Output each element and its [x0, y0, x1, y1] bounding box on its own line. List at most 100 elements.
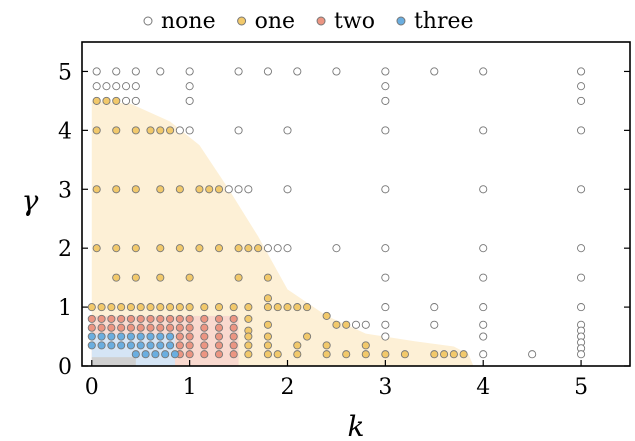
point-none: [234, 185, 243, 194]
point-none: [479, 126, 488, 135]
x-tick-label: 5: [574, 375, 588, 400]
point-two: [175, 314, 184, 323]
point-one: [381, 350, 390, 359]
point-one: [205, 185, 214, 194]
point-one: [244, 332, 253, 341]
point-two: [200, 350, 209, 359]
point-two: [185, 341, 194, 350]
point-two: [175, 332, 184, 341]
point-one: [156, 126, 165, 135]
point-one: [166, 126, 175, 135]
point-none: [381, 244, 390, 253]
plot-frame: [81, 41, 631, 367]
point-one: [131, 244, 140, 253]
point-three: [146, 332, 155, 341]
point-one: [440, 350, 449, 359]
point-two: [214, 323, 224, 332]
point-one: [156, 244, 165, 253]
point-two: [214, 350, 224, 359]
point-none: [577, 244, 586, 253]
point-none: [577, 185, 586, 194]
point-none: [381, 273, 390, 282]
y-tick-label: 4: [58, 119, 72, 144]
point-one: [136, 303, 145, 312]
point-two: [229, 323, 238, 332]
point-none: [381, 67, 390, 76]
point-two: [200, 323, 209, 332]
point-one: [195, 244, 204, 253]
point-one: [112, 244, 121, 253]
point-three: [107, 341, 116, 350]
x-tick-label: 3: [378, 375, 392, 400]
point-none: [381, 126, 390, 135]
point-none: [381, 185, 390, 194]
point-one: [449, 350, 458, 359]
y-tick-label: 0: [58, 355, 72, 380]
point-one: [185, 273, 194, 282]
point-none: [92, 82, 101, 91]
y-axis-label: γ: [22, 184, 39, 217]
point-none: [381, 96, 390, 105]
point-none: [112, 82, 121, 91]
point-one: [131, 273, 140, 282]
point-none: [185, 67, 194, 76]
point-two: [126, 314, 135, 323]
point-one: [131, 126, 140, 135]
point-none: [185, 126, 194, 135]
point-none: [263, 244, 272, 253]
point-three: [170, 350, 180, 359]
point-two: [229, 332, 238, 341]
legend-marker-three: [396, 16, 406, 26]
point-none: [479, 67, 488, 76]
point-three: [107, 332, 116, 341]
point-two: [166, 314, 175, 323]
point-none: [131, 67, 140, 76]
point-one: [112, 185, 121, 194]
point-one: [92, 96, 101, 105]
point-three: [141, 350, 150, 359]
point-two: [229, 314, 238, 323]
point-none: [332, 244, 341, 253]
point-none: [577, 350, 586, 359]
legend-label-three: three: [414, 9, 474, 34]
point-one: [263, 350, 272, 359]
point-none: [381, 82, 390, 91]
point-two: [97, 323, 106, 332]
point-one: [97, 303, 106, 312]
x-tick-label: 4: [476, 375, 490, 400]
point-none: [381, 320, 390, 329]
point-three: [136, 332, 145, 341]
point-none: [273, 244, 282, 253]
point-one: [214, 244, 224, 253]
point-one: [303, 303, 312, 312]
point-two: [156, 323, 165, 332]
point-none: [131, 82, 140, 91]
point-three: [146, 341, 155, 350]
point-none: [381, 332, 390, 341]
point-two: [200, 332, 209, 341]
point-one: [175, 185, 184, 194]
point-one: [342, 350, 351, 359]
point-one: [322, 350, 331, 359]
point-one: [234, 273, 243, 282]
point-one: [263, 341, 272, 350]
point-none: [112, 67, 121, 76]
point-one: [175, 303, 184, 312]
point-none: [430, 303, 439, 312]
point-two: [185, 350, 194, 359]
point-three: [87, 341, 96, 350]
point-none: [185, 82, 194, 91]
point-two: [200, 341, 209, 350]
point-one: [361, 350, 370, 359]
point-one: [117, 303, 126, 312]
point-two: [185, 314, 194, 323]
point-three: [87, 332, 96, 341]
x-tick-label: 0: [85, 375, 99, 400]
y-tick-label: 5: [58, 60, 72, 85]
point-none: [283, 244, 292, 253]
point-none: [577, 67, 586, 76]
point-three: [156, 341, 165, 350]
point-one: [263, 273, 272, 282]
point-one: [244, 341, 253, 350]
point-three: [117, 341, 126, 350]
